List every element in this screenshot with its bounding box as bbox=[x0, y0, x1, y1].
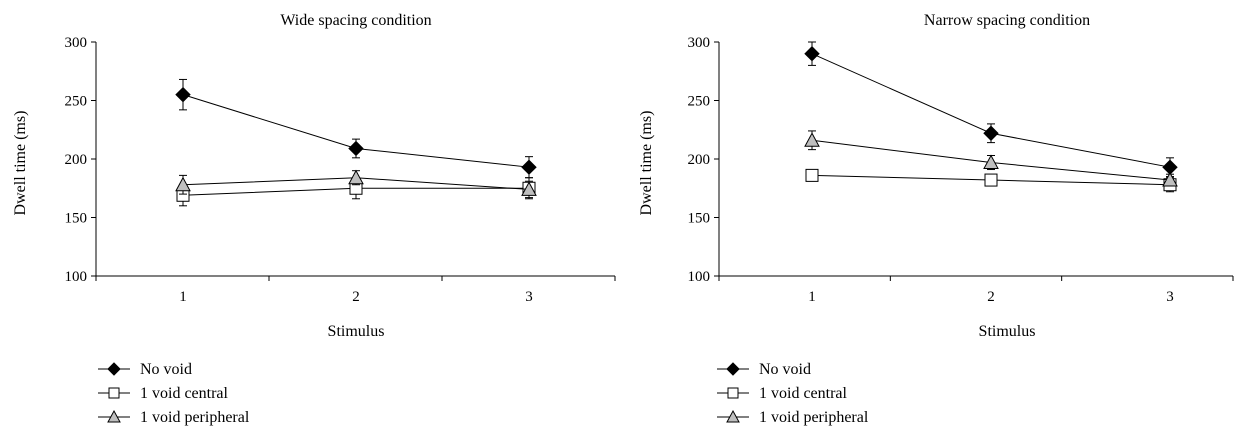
legend-item: 1 void central bbox=[717, 385, 848, 402]
legend-marker bbox=[727, 387, 739, 399]
data-point bbox=[984, 173, 998, 187]
chart-panel-2: No void 1 void central 1 void peripheral bbox=[714, 41, 1234, 426]
x-tick-label: 3 bbox=[1166, 289, 1174, 305]
legend-marker bbox=[107, 362, 121, 376]
legend-marker bbox=[108, 387, 120, 399]
y-tick-label: 150 bbox=[688, 211, 711, 227]
y-tick-label: 200 bbox=[688, 152, 711, 168]
y-tick-label: 100 bbox=[688, 269, 711, 285]
series-diamond bbox=[804, 41, 1178, 178]
legend-label: 1 void peripheral bbox=[140, 409, 250, 426]
series-square bbox=[805, 168, 1177, 193]
legend-marker bbox=[726, 409, 740, 423]
y-tick-label: 150 bbox=[65, 211, 88, 227]
y-tick-label: 100 bbox=[65, 269, 88, 285]
data-point bbox=[175, 86, 191, 103]
legend-label: 1 void peripheral bbox=[759, 409, 869, 426]
legend-item: 1 void central bbox=[98, 385, 229, 402]
x-tick-label: 2 bbox=[987, 289, 995, 305]
x-tick-label: 2 bbox=[352, 289, 360, 305]
series-triangle bbox=[804, 130, 1178, 187]
x-axis-label: Stimulus bbox=[979, 323, 1036, 340]
x-tick-label: 1 bbox=[808, 289, 816, 305]
data-point bbox=[521, 159, 537, 175]
x-tick-label: 3 bbox=[525, 289, 533, 305]
legend-label: No void bbox=[759, 361, 811, 378]
legend-label: 1 void central bbox=[140, 385, 229, 402]
y-tick-label: 300 bbox=[688, 35, 711, 51]
chart-title: Narrow spacing condition bbox=[924, 12, 1090, 29]
series-line bbox=[811, 53, 1171, 168]
y-axis-label: Dwell time (ms) bbox=[638, 111, 655, 216]
y-axis-label: Dwell time (ms) bbox=[12, 111, 29, 216]
legend-label: No void bbox=[140, 361, 192, 378]
data-point bbox=[348, 140, 364, 157]
y-tick-label: 250 bbox=[65, 94, 88, 110]
y-tick-label: 200 bbox=[65, 152, 88, 168]
legend-label: 1 void central bbox=[759, 385, 848, 402]
legend-item: 1 void peripheral bbox=[717, 409, 869, 426]
chart-panel-1: No void 1 void central 1 void peripheral bbox=[91, 41, 616, 426]
legend-item: No void bbox=[717, 361, 811, 378]
data-point bbox=[348, 169, 364, 185]
chart-title: Wide spacing condition bbox=[280, 12, 431, 29]
data-point bbox=[983, 154, 999, 170]
data-point bbox=[521, 181, 537, 196]
y-tick-label: 300 bbox=[65, 35, 88, 51]
legend-marker bbox=[726, 362, 740, 376]
y-tick-label: 250 bbox=[688, 94, 711, 110]
data-point bbox=[804, 45, 820, 62]
data-point bbox=[1162, 172, 1178, 187]
series-diamond bbox=[175, 78, 537, 179]
legend-item: No void bbox=[98, 361, 192, 378]
legend-marker bbox=[107, 409, 121, 423]
series-triangle bbox=[175, 169, 537, 199]
data-point bbox=[805, 168, 819, 182]
legend-item: 1 void peripheral bbox=[98, 409, 250, 426]
x-axis-label: Stimulus bbox=[328, 323, 385, 340]
data-point bbox=[983, 125, 999, 141]
data-point bbox=[175, 176, 191, 192]
data-point bbox=[804, 132, 820, 147]
x-tick-label: 1 bbox=[179, 289, 187, 305]
